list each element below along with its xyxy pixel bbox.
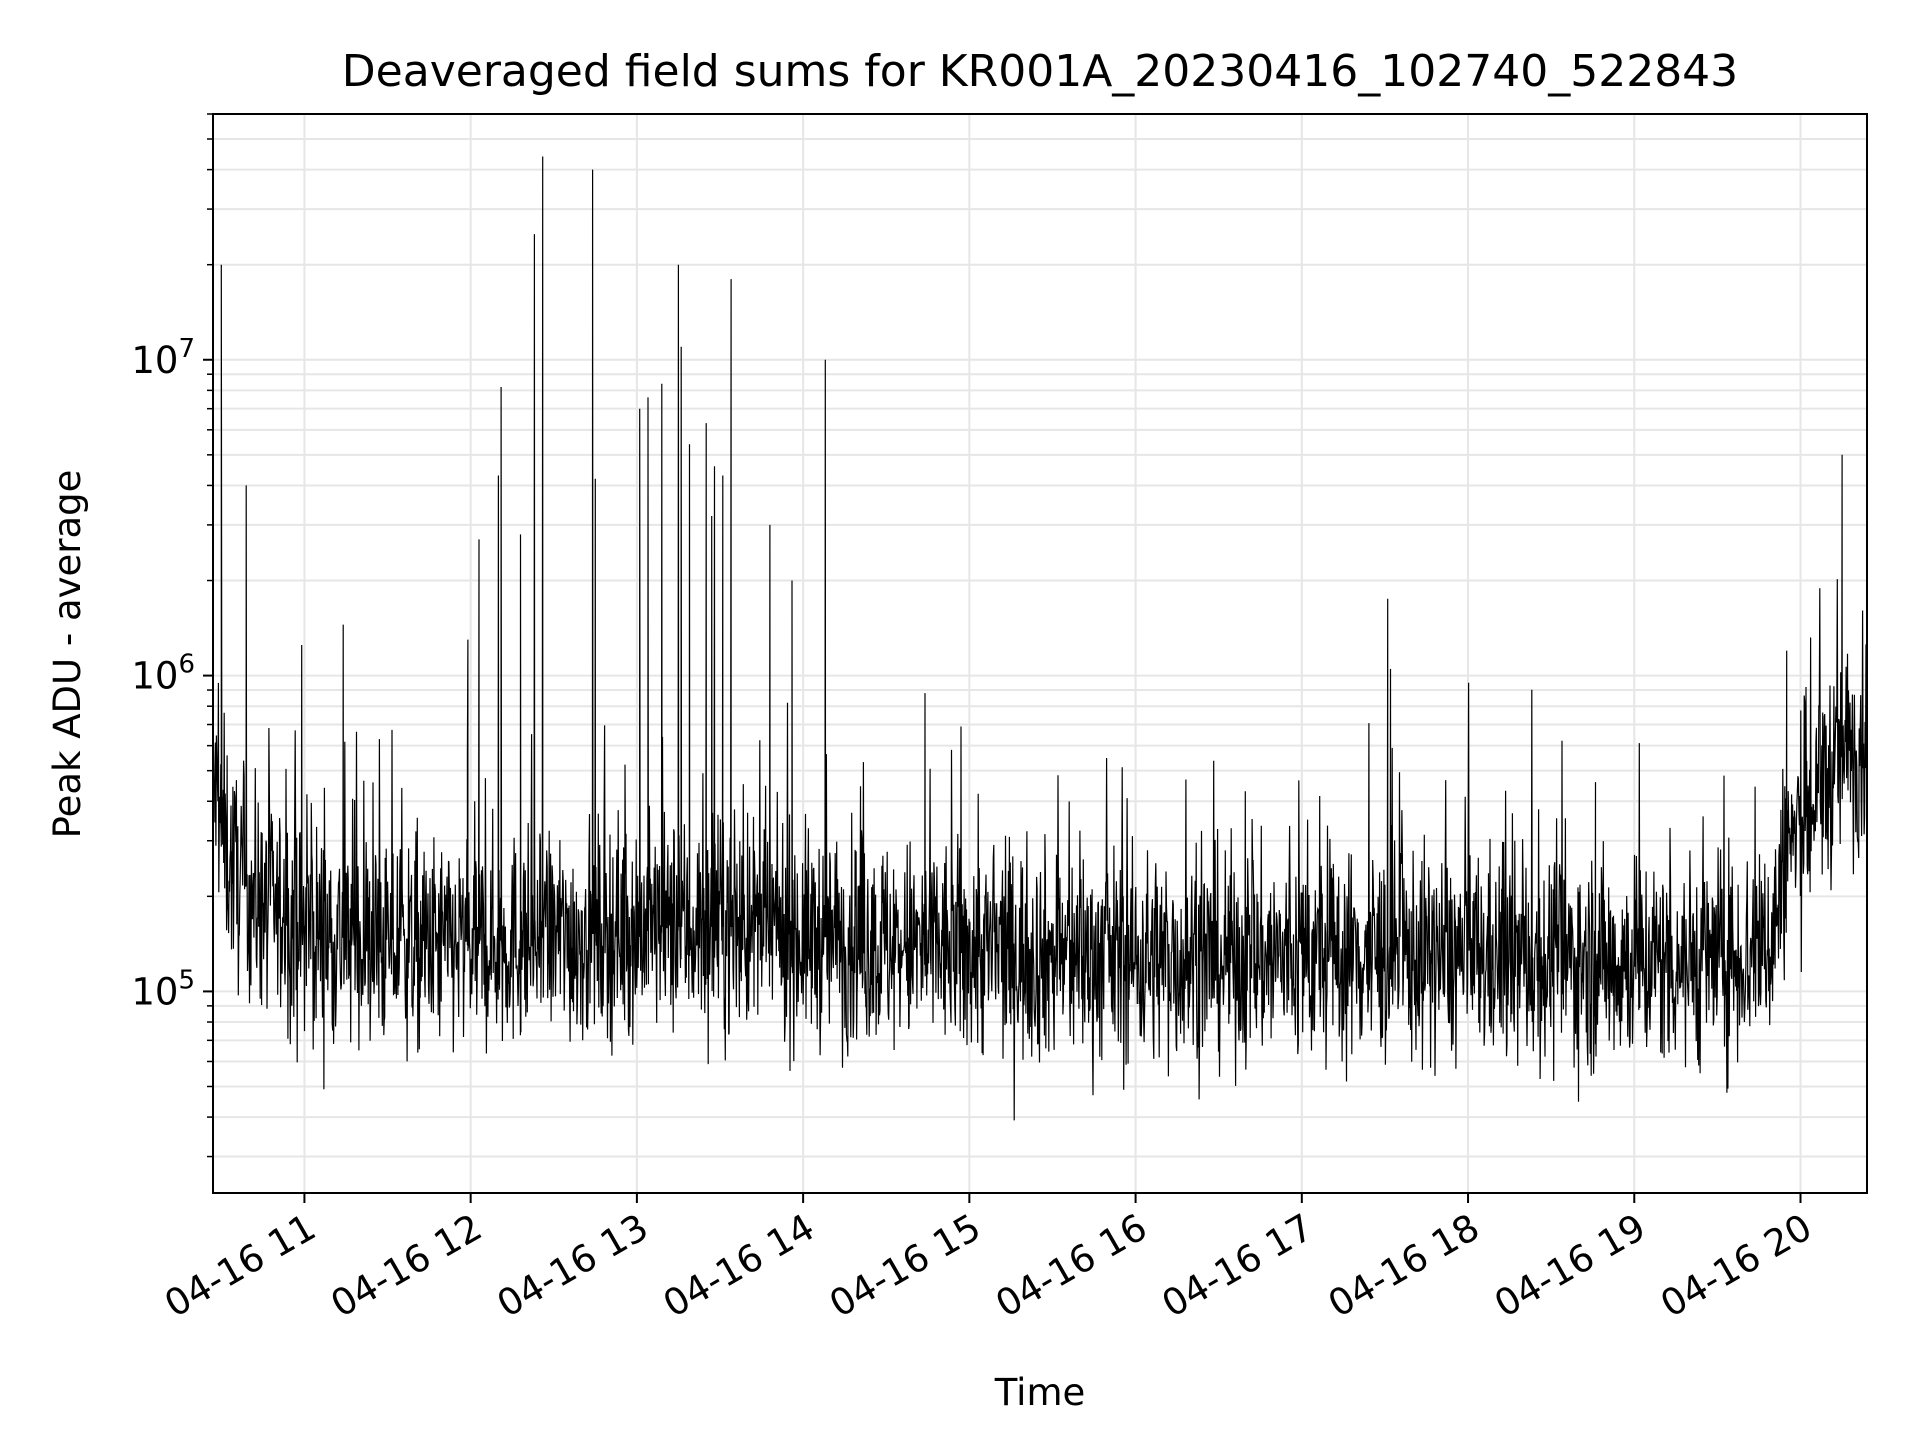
y-tick-label: 106 — [131, 650, 195, 698]
x-tick-label: 04-16 20 — [1653, 1206, 1819, 1326]
x-tick-label: 04-16 12 — [324, 1206, 490, 1326]
x-tick-label: 04-16 15 — [822, 1206, 988, 1326]
y-axis-label: Peak ADU - average — [46, 470, 89, 839]
chart-title: Deaveraged field sums for KR001A_2023041… — [342, 46, 1738, 97]
x-tick-label: 04-16 18 — [1321, 1206, 1487, 1326]
y-tick-label: 107 — [131, 334, 195, 382]
x-tick-label: 04-16 14 — [656, 1206, 822, 1326]
x-axis-label: Time — [994, 1371, 1086, 1414]
data-series — [212, 156, 1868, 1121]
x-tick-label: 04-16 17 — [1155, 1206, 1321, 1326]
series-line — [212, 156, 1868, 1121]
plot-frame — [212, 113, 1868, 1194]
x-tick-label: 04-16 13 — [490, 1206, 656, 1326]
x-tick-label: 04-16 16 — [989, 1206, 1155, 1326]
y-tick-label: 105 — [131, 965, 195, 1013]
x-tick-label: 04-16 19 — [1487, 1206, 1653, 1326]
x-tick-label: 04-16 11 — [157, 1206, 323, 1326]
grid-lines — [213, 113, 1867, 1193]
axis-ticks: 04-16 11 04-16 12 04-16 13 04-16 14 04-16 15… — [131, 113, 1819, 1326]
